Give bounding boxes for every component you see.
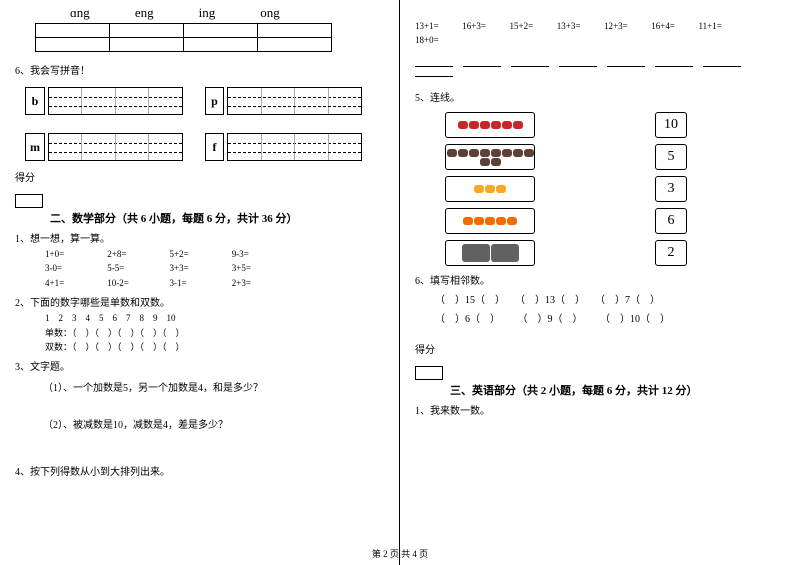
math-cell: 3+5= [232, 261, 292, 275]
math-cell: 2+3= [232, 276, 292, 290]
match-q5: 5、连线。 [415, 89, 785, 104]
num-box-6: 6 [655, 208, 687, 234]
numbers-line: 1 2 3 4 5 6 7 8 9 10 [45, 311, 384, 325]
math-cell: 11+1= [699, 20, 744, 34]
math-q2: 2、下面的数字哪些是单数和双数。 [15, 294, 384, 309]
math-cell: 16+4= [651, 20, 696, 34]
section-3-title: 三、英语部分（共 2 小题，每题 6 分，共计 12 分） [450, 382, 785, 398]
page-footer: 第 2 页 共 4 页 [0, 547, 800, 560]
math-q3-1: （1）、一个加数是5，另一个加数是4，和是多少？ [43, 379, 384, 394]
math-cell: 13+3= [557, 20, 602, 34]
pinyin-grid-table [35, 23, 332, 52]
math-cell: 13+1= [415, 20, 460, 34]
math-row-1: 1+0= 2+8= 5+2= 9-3= [45, 247, 384, 261]
english-q1: 1、我来数一数。 [415, 402, 785, 417]
score-label: 得分 [15, 169, 384, 184]
math-cell: 1+0= [45, 247, 105, 261]
math-cell: 3-0= [45, 261, 105, 275]
match-row: 2 [445, 240, 785, 266]
letter-f: f [205, 133, 225, 161]
pic-box-6-red [445, 112, 535, 138]
score-box-right [415, 366, 443, 380]
math-cell: 10-2= [107, 276, 167, 290]
score-label-right: 得分 [415, 341, 785, 356]
pinyin-ong: ong [260, 5, 280, 21]
seq-line-1: （ ）15（ ） （ ）13（ ） （ ）7（ ） [435, 291, 785, 306]
math-cell: 18+0= [415, 34, 460, 48]
letter-p: p [205, 87, 225, 115]
section-2-title: 二、数学部分（共 6 小题，每题 6 分，共计 36 分） [50, 210, 384, 226]
writing-row-1: b p [25, 87, 384, 115]
math-cell: 3+3= [170, 261, 230, 275]
math-cell: 3-1= [170, 276, 230, 290]
right-column: 13+1= 16+3= 15+2= 13+3= 12+3= 16+4= 11+1… [400, 0, 800, 565]
odd-line: 单数：（ ）（ ）（ ）（ ）（ ） [45, 326, 384, 340]
num-box-5: 5 [655, 144, 687, 170]
math-cell: 4+1= [45, 276, 105, 290]
even-line: 双数：（ ）（ ）（ ）（ ）（ ） [45, 340, 384, 354]
four-line-grid [227, 133, 362, 161]
math-row-3: 4+1= 10-2= 3-1= 2+3= [45, 276, 384, 290]
q6-label: 6、我会写拼音！ [15, 62, 384, 77]
score-box [15, 194, 43, 208]
num-box-2: 2 [655, 240, 687, 266]
math-cell: 2+8= [107, 247, 167, 261]
pinyin-eng: eng [135, 5, 154, 21]
math-cell: 5+2= [170, 247, 230, 261]
math-cell: 5-5= [107, 261, 167, 275]
match-row: 5 [445, 144, 785, 170]
four-line-grid [48, 133, 183, 161]
math-cell: 12+3= [604, 20, 649, 34]
seq-q6: 6、填写相邻数。 [415, 272, 785, 287]
num-box-3: 3 [655, 176, 687, 202]
top-math-row: 13+1= 16+3= 15+2= 13+3= 12+3= 16+4= 11+1… [415, 20, 785, 47]
pic-box-2 [445, 240, 535, 266]
pinyin-ang: ɑng [70, 5, 90, 21]
writing-row-2: m f [25, 133, 384, 161]
math-cell: 9-3= [232, 247, 292, 261]
four-line-grid [227, 87, 362, 115]
seq-line-2: （ ）6（ ） （ ）9（ ） （ ）10（ ） [435, 310, 785, 325]
math-q4: 4、按下列得数从小到大排列出来。 [15, 463, 384, 478]
math-cell: 15+2= [510, 20, 555, 34]
match-row: 6 [445, 208, 785, 234]
pic-box-3 [445, 176, 535, 202]
answer-blanks [415, 59, 785, 79]
pinyin-ing: ing [199, 5, 216, 21]
pic-box-10 [445, 144, 535, 170]
pic-box-5 [445, 208, 535, 234]
pinyin-headers: ɑng eng ing ong [70, 5, 384, 21]
math-q3-2: （2）、被减数是10，减数是4，差是多少？ [43, 416, 384, 431]
letter-b: b [25, 87, 45, 115]
left-column: ɑng eng ing ong 6、我会写拼音！ b p m f 得分 二、数学… [0, 0, 400, 565]
match-area: 10 5 3 6 2 [445, 112, 785, 266]
math-cell: 16+3= [462, 20, 507, 34]
math-row-2: 3-0= 5-5= 3+3= 3+5= [45, 261, 384, 275]
match-row: 3 [445, 176, 785, 202]
math-q3: 3、文字题。 [15, 358, 384, 373]
num-box-10: 10 [655, 112, 687, 138]
letter-m: m [25, 133, 45, 161]
match-row: 10 [445, 112, 785, 138]
four-line-grid [48, 87, 183, 115]
math-q1: 1、想一想，算一算。 [15, 230, 384, 245]
